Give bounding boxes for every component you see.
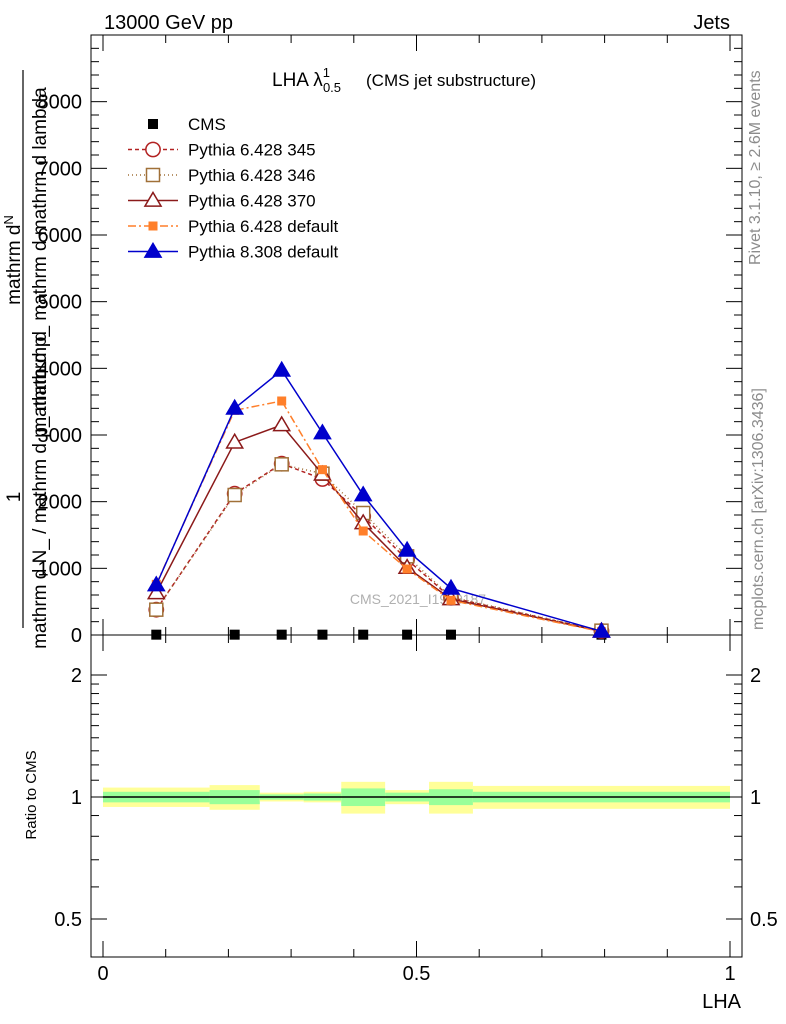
ratio-y-tick-label: 1 [71, 787, 82, 809]
data-point [402, 564, 412, 574]
data-point [276, 629, 287, 640]
y-tick-label: 4000 [38, 358, 83, 380]
series-line [155, 400, 602, 633]
y-tick-label: 3000 [38, 425, 83, 447]
ratio-y-tick-label-right: 2 [750, 665, 761, 687]
title-subscript: 0.5 [323, 80, 341, 95]
ylabel-numerator-n: N [1, 215, 16, 224]
data-point [277, 396, 287, 406]
series-1 [148, 455, 610, 639]
x-tick-label: 0.5 [403, 963, 431, 985]
legend-marker [143, 241, 163, 258]
data-point [446, 595, 456, 605]
legend-label: Pythia 6.428 346 [188, 166, 316, 185]
y-tick-label: 7000 [38, 158, 83, 180]
series-line [155, 369, 602, 633]
svg-text:LHA λ10.5: LHA λ1 0.5 [272, 65, 341, 95]
x-tick-label: 0 [97, 963, 108, 985]
title-main: LHA λ [272, 70, 323, 91]
legend-label: CMS [188, 115, 226, 134]
ratio-y-tick-label-right: 1 [750, 787, 761, 809]
data-point [317, 629, 328, 640]
data-point [151, 629, 162, 640]
legend-entry: CMS [148, 115, 226, 134]
data-point [225, 432, 245, 449]
header-right: Jets [693, 12, 730, 34]
ylabel-one: 1 [4, 492, 25, 503]
legend-label: Pythia 8.308 default [188, 243, 339, 262]
legend-marker [143, 190, 163, 207]
data-point [225, 398, 245, 415]
data-point [229, 629, 240, 640]
ratio-y-tick-label: 2 [71, 665, 82, 687]
data-point [402, 629, 413, 640]
x-tick-label: 1 [724, 963, 735, 985]
legend-entry: Pythia 6.428 370 [128, 190, 316, 211]
data-point [146, 575, 166, 592]
legend-entry: Pythia 6.428 346 [128, 166, 316, 185]
series-line [155, 463, 602, 632]
series-2 [149, 457, 609, 638]
legend-marker [145, 141, 161, 158]
y-tick-label: 0 [71, 625, 82, 647]
data-point [441, 578, 461, 595]
legend-entry: Pythia 6.428 default [128, 217, 339, 236]
data-point [149, 602, 164, 617]
main-y-axis-label: mathrm dN mathrm d p_ mathrm d mathrm d … [1, 70, 51, 649]
data-point [317, 465, 327, 475]
y-tick-label: 2000 [38, 492, 83, 514]
rivet-version-text: Rivet 3.1.10, ≥ 2.6M events [747, 70, 764, 265]
legend-label: Pythia 6.428 default [188, 217, 339, 236]
data-point [397, 540, 417, 557]
data-point [313, 423, 332, 440]
series-5 [146, 360, 611, 638]
legend-label: Pythia 6.428 345 [188, 141, 316, 160]
data-point [358, 629, 369, 640]
data-point [146, 583, 166, 600]
title-subtitle: (CMS jet substructure) [366, 71, 536, 90]
data-point [358, 526, 368, 536]
legend-label: Pythia 6.428 370 [188, 192, 316, 211]
legend-marker [148, 221, 158, 231]
y-tick-label: 1000 [38, 558, 83, 580]
ylabel-denominator: mathrm d p_ mathrm d mathrm d lambda [30, 87, 51, 433]
y-tick-label: 5000 [38, 292, 83, 314]
y-tick-label: 8000 [38, 92, 83, 114]
analysis-watermark: CMS_2021_I1920187 [350, 591, 486, 607]
ratio-y-tick-label-right: 0.5 [750, 909, 778, 931]
data-point [274, 457, 289, 472]
ratio-y-axis-label: Ratio to CMS [23, 750, 40, 839]
data-point [227, 487, 242, 503]
plot-title: LHA λ1 0.5 (CMS jet substructure) [272, 65, 536, 95]
mcplots-citation-text: mcplots.cern.ch [arXiv:1306.3436] [750, 388, 767, 630]
data-point [272, 415, 292, 432]
legend-marker [145, 167, 161, 183]
svg-text:mathrm dN: mathrm dN [1, 215, 25, 305]
x-axis-label: LHA [702, 991, 742, 1013]
legend-entry: Pythia 8.308 default [128, 241, 339, 262]
title-superscript: 1 [323, 65, 330, 80]
legend-marker [148, 119, 158, 129]
ratio-y-tick-label: 0.5 [54, 909, 82, 931]
ylabel-lower: mathrm d N_ / mathrm d p_ mathrm d [30, 331, 51, 649]
data-point [353, 485, 373, 502]
data-point [272, 360, 292, 377]
data-point [592, 621, 611, 638]
data-point [445, 629, 456, 640]
ylabel-numerator: mathrm d [4, 225, 25, 305]
header-left: 13000 GeV pp [104, 12, 233, 34]
legend-entry: Pythia 6.428 345 [128, 141, 316, 160]
y-tick-label: 6000 [38, 225, 83, 247]
